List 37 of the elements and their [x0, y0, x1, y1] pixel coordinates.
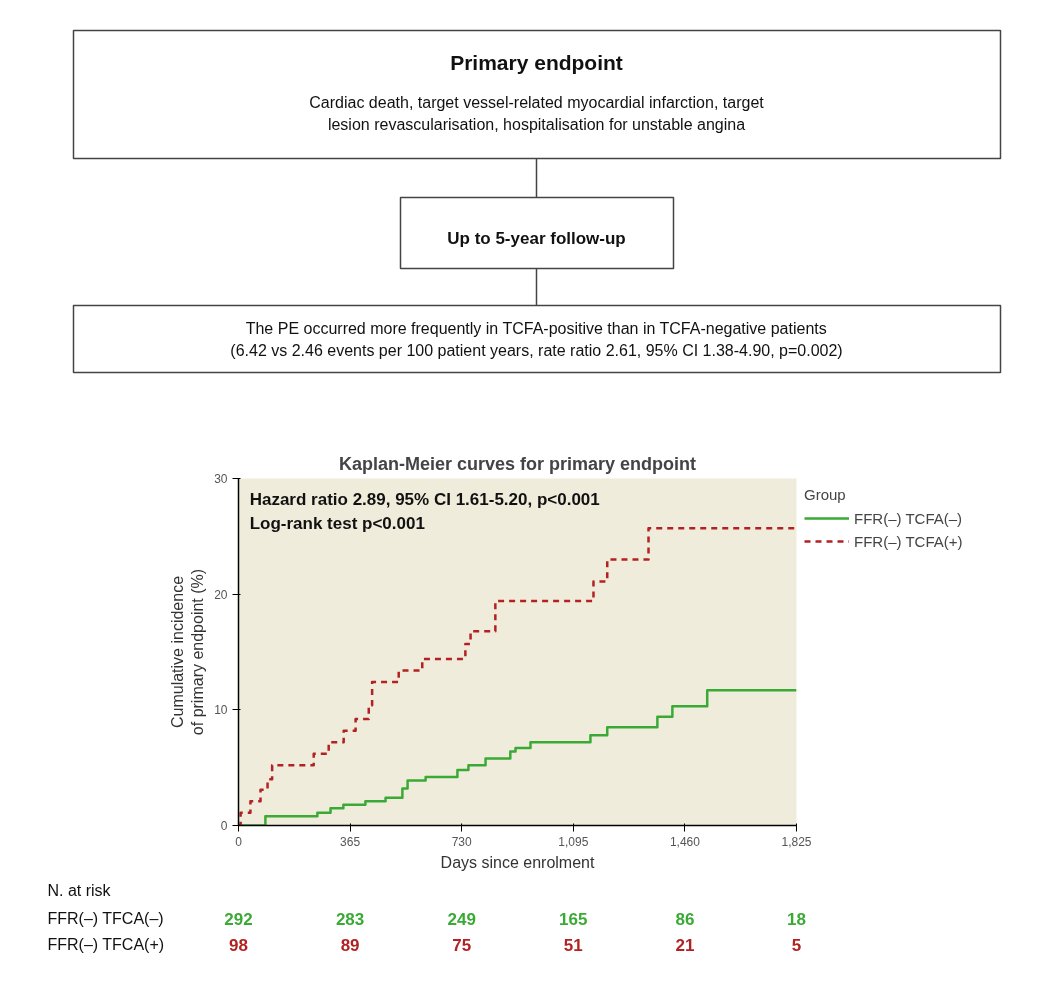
text: The PE occurred more frequently in TCFA-positive than in TCFA-negative patients (6.42 vs 2.46 events per 100 patient years, rate ratio 2.61, 95% CI 1.38-4.90, p=0.002): [230, 319, 843, 360]
legend-label: FFR(–) TCFA(–): [854, 509, 963, 527]
y-tick-label: 0: [220, 819, 228, 833]
x-axis-title: Days since enrolment: [440, 853, 595, 871]
chart-title: Kaplan-Meier curves for primary endpoint: [338, 453, 697, 474]
x-tick-label: 1,460: [669, 834, 701, 849]
text: Up to 5-year follow-up: [447, 229, 626, 248]
text: 89: [340, 935, 360, 955]
text: 283: [335, 909, 365, 929]
text: 165: [559, 909, 588, 929]
x-tick-label: 1,095: [558, 834, 589, 849]
annotation: Hazard ratio 2.89, 95% CI 1.61-5.20, p<0.001: [249, 489, 600, 509]
text: 18: [787, 909, 806, 929]
annotation: Log-rank test p<0.001: [249, 514, 425, 534]
y-tick-label: 30: [214, 472, 228, 486]
x-tick-label: 0: [235, 834, 243, 849]
text: Primary endpoint: [450, 51, 623, 74]
text: 75: [452, 935, 472, 955]
text: FFR(–) TFCA(–): [47, 910, 164, 927]
text: 249: [447, 909, 476, 929]
y-tick-label: 20: [214, 587, 228, 602]
text: 98: [229, 935, 248, 955]
text: 292: [224, 909, 253, 929]
text: 5: [791, 935, 802, 955]
text: 21: [675, 935, 695, 955]
x-tick-label: 1,825: [781, 834, 812, 849]
text: 86: [675, 909, 695, 929]
text: Cardiac death, target vessel-related myocardial infarction, target lesion revascularisation, hospitalisation for unstable angina: [309, 93, 765, 134]
legend-title: Group: [804, 486, 847, 503]
text: N. at risk: [47, 882, 112, 899]
y-tick-label: 10: [214, 703, 228, 718]
y-axis-title: Cumulative incidence of primary endpoint (%): [168, 568, 207, 736]
text: 51: [563, 935, 583, 955]
text: FFR(–) TFCA(+): [47, 936, 165, 953]
legend-label: FFR(–) TCFA(+): [854, 532, 963, 550]
x-tick-label: 730: [451, 834, 473, 849]
x-tick-label: 365: [340, 834, 361, 849]
